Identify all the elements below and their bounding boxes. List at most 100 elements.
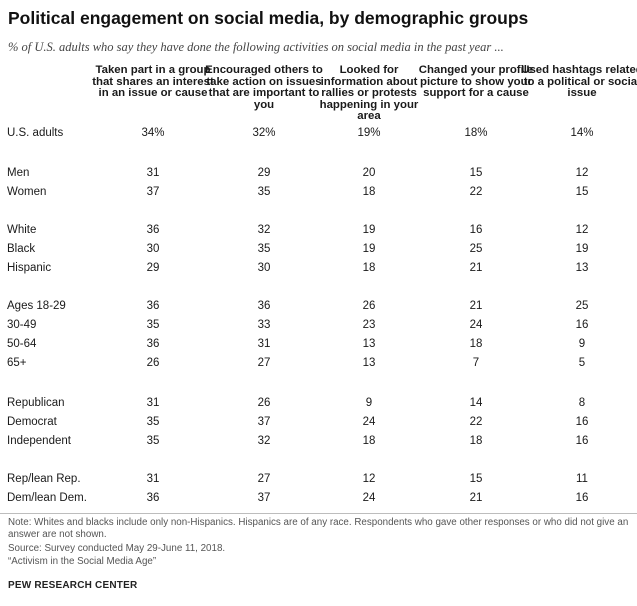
table-cell: 25 — [575, 300, 589, 312]
footnote: Note: Whites and blacks include only non… — [8, 517, 629, 540]
table-cell: 35 — [146, 319, 160, 331]
column-header: Encouraged others to take action on issu… — [205, 64, 323, 111]
table-cell: 16 — [469, 224, 483, 236]
row-label: U.S. adults — [7, 127, 64, 139]
table-cell: 24 — [362, 416, 376, 428]
column-header: Looked for information about rallies or … — [319, 64, 419, 123]
row-label: Dem/lean Dem. — [7, 492, 87, 504]
table-cell: 12 — [575, 167, 589, 179]
row-label: 30-49 — [7, 319, 37, 331]
table-cell: 22 — [469, 186, 483, 198]
table-cell: 18 — [362, 186, 376, 198]
table-cell: 18% — [464, 127, 488, 139]
column-header: Taken part in a group that shares an int… — [92, 64, 214, 100]
row-label: Hispanic — [7, 262, 52, 274]
table-cell: 15 — [469, 167, 483, 179]
table-cell: 36 — [146, 300, 160, 312]
table-cell: 16 — [575, 492, 589, 504]
table-cell: 26 — [362, 300, 376, 312]
table-cell: 36 — [146, 224, 160, 236]
row-label: Black — [7, 243, 36, 255]
chart-subtitle: % of U.S. adults who say they have done … — [8, 40, 504, 54]
footer-divider — [0, 513, 637, 514]
brand-logo-text: PEW RESEARCH CENTER — [8, 580, 138, 591]
table-cell: 8 — [578, 397, 586, 409]
table-cell: 13 — [362, 338, 376, 350]
table-cell: 19 — [362, 243, 376, 255]
table-cell: 24 — [469, 319, 483, 331]
table-cell: 15 — [575, 186, 589, 198]
report-title: “Activism in the Social Media Age” — [8, 556, 157, 567]
table-cell: 31 — [146, 167, 160, 179]
table-cell: 37 — [257, 416, 271, 428]
row-label: Men — [7, 167, 30, 179]
table-cell: 13 — [362, 357, 376, 369]
row-label: White — [7, 224, 37, 236]
table-cell: 34% — [141, 127, 165, 139]
table-cell: 35 — [257, 186, 271, 198]
table-cell: 22 — [469, 416, 483, 428]
source-note: Source: Survey conducted May 29-June 11,… — [8, 543, 226, 554]
table-cell: 26 — [257, 397, 271, 409]
row-label: Rep/lean Rep. — [7, 473, 81, 485]
table-cell: 20 — [362, 167, 376, 179]
table-cell: 14% — [570, 127, 594, 139]
table-cell: 13 — [575, 262, 589, 274]
table-cell: 25 — [469, 243, 483, 255]
table-cell: 26 — [146, 357, 160, 369]
table-cell: 27 — [257, 473, 271, 485]
row-label: 65+ — [7, 357, 27, 369]
table-cell: 11 — [576, 473, 588, 485]
column-header: Changed your profile picture to show you… — [418, 64, 534, 100]
table-cell: 31 — [146, 473, 160, 485]
row-label: Republican — [7, 397, 65, 409]
table-cell: 19 — [362, 224, 376, 236]
table-cell: 21 — [469, 492, 483, 504]
table-cell: 18 — [362, 435, 376, 447]
table-cell: 21 — [469, 300, 483, 312]
table-cell: 37 — [257, 492, 271, 504]
row-label: Women — [7, 186, 47, 198]
row-label: 50-64 — [7, 338, 37, 350]
table-cell: 24 — [362, 492, 376, 504]
table-cell: 16 — [575, 416, 589, 428]
table-cell: 5 — [578, 357, 586, 369]
table-cell: 35 — [146, 416, 160, 428]
table-cell: 18 — [469, 338, 483, 350]
table-cell: 32 — [257, 224, 271, 236]
table-cell: 29 — [146, 262, 160, 274]
table-cell: 15 — [469, 473, 483, 485]
table-cell: 29 — [257, 167, 271, 179]
table-cell: 36 — [257, 300, 271, 312]
row-label: Democrat — [7, 416, 57, 428]
table-cell: 35 — [146, 435, 160, 447]
table-cell: 37 — [146, 186, 160, 198]
table-cell: 27 — [257, 357, 271, 369]
column-header: Used hashtags related to a political or … — [521, 64, 637, 100]
table-cell: 18 — [469, 435, 483, 447]
table-cell: 31 — [146, 397, 160, 409]
table-cell: 30 — [257, 262, 271, 274]
table-cell: 16 — [575, 435, 589, 447]
table-cell: 9 — [365, 397, 373, 409]
table-cell: 21 — [469, 262, 483, 274]
table-cell: 7 — [472, 357, 480, 369]
table-cell: 18 — [362, 262, 376, 274]
table-cell: 19% — [357, 127, 381, 139]
table-cell: 31 — [257, 338, 271, 350]
table-cell: 14 — [469, 397, 483, 409]
table-cell: 30 — [146, 243, 160, 255]
table-cell: 16 — [575, 319, 589, 331]
table-cell: 32 — [257, 435, 271, 447]
chart-title: Political engagement on social media, by… — [8, 8, 529, 28]
table-cell: 12 — [575, 224, 589, 236]
table-cell: 35 — [257, 243, 271, 255]
table-cell: 32% — [252, 127, 276, 139]
row-label: Independent — [7, 435, 71, 447]
table-cell: 9 — [578, 338, 586, 350]
table-cell: 23 — [362, 319, 376, 331]
table-cell: 33 — [257, 319, 271, 331]
table-cell: 36 — [146, 338, 160, 350]
table-cell: 36 — [146, 492, 160, 504]
table-cell: 19 — [575, 243, 589, 255]
